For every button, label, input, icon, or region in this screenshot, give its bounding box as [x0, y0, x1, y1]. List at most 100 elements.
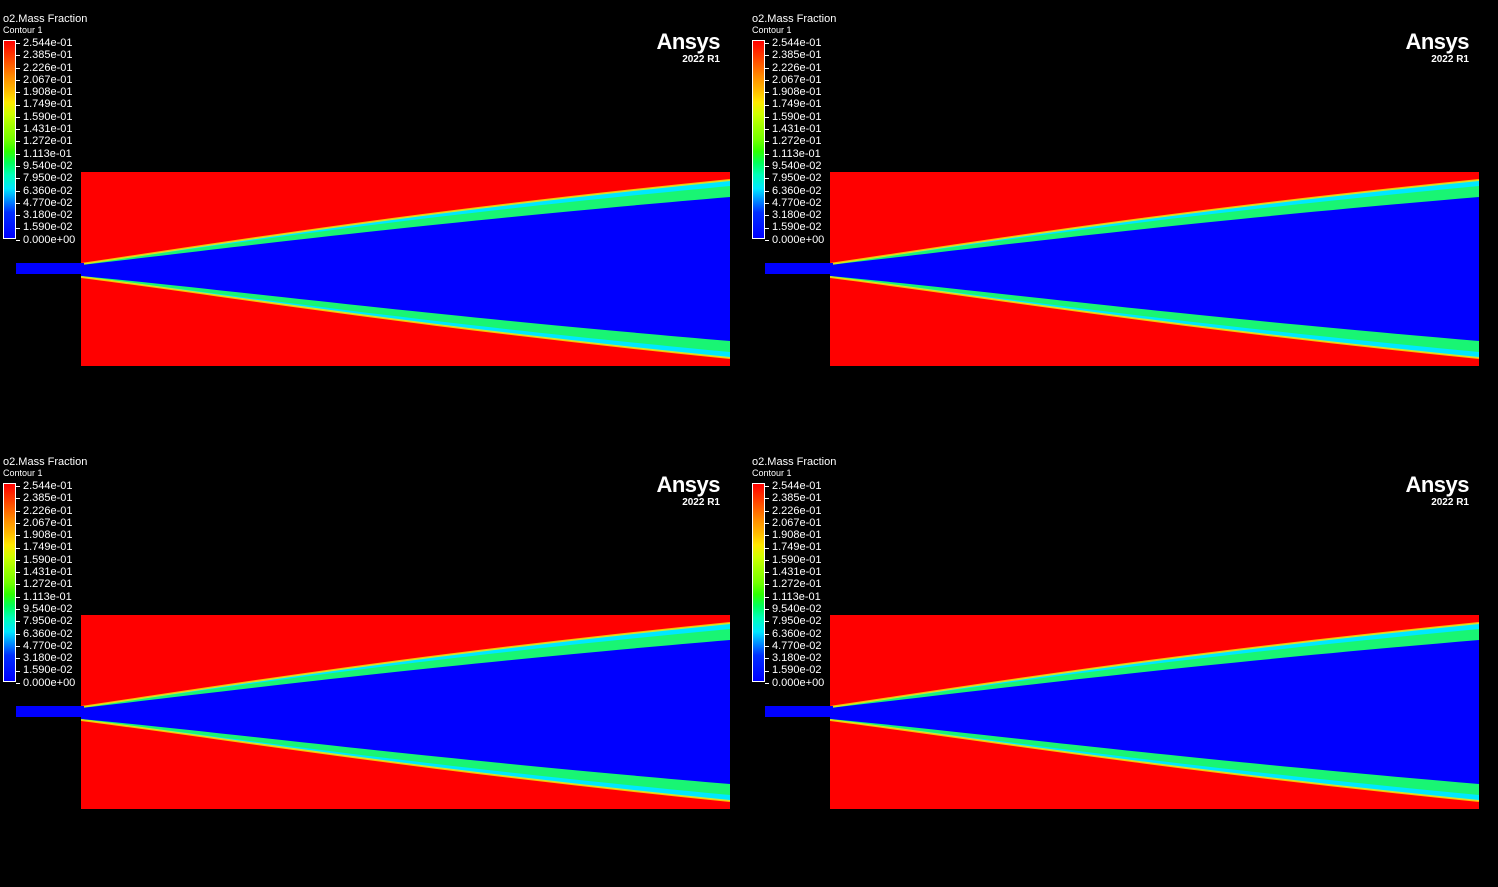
- colorbar-tick: [16, 522, 20, 524]
- jet-core: [81, 640, 730, 784]
- colorbar-tick: [765, 116, 769, 118]
- colorbar-label: 2.067e-01: [772, 516, 822, 529]
- shear-edge-bottom: [81, 719, 730, 802]
- colorbar-tick: [16, 166, 20, 167]
- colorbar-tick: [16, 498, 20, 500]
- jet-inlet: [765, 263, 833, 274]
- colorbar-tick: [16, 79, 20, 81]
- colorbar-tick: [765, 522, 769, 524]
- contour-subtitle: Contour 1: [3, 468, 43, 478]
- colorbar-tick: [16, 215, 20, 217]
- colorbar-label: 3.180e-02: [23, 209, 73, 222]
- colorbar-tick: [765, 239, 769, 241]
- colorbar-tick: [765, 67, 769, 69]
- colorbar-tick: [16, 178, 20, 180]
- colorbar-tick: [16, 535, 20, 537]
- colorbar-label: 1.590e-02: [772, 221, 822, 234]
- colorbar-ticks: [765, 483, 769, 684]
- colorbar-tick: [16, 621, 20, 623]
- colorbar-label: 1.590e-01: [23, 110, 73, 123]
- colorbar-tick: [765, 166, 769, 167]
- colorbar-label: 7.950e-02: [772, 615, 822, 628]
- colorbar-label: 1.749e-01: [23, 541, 73, 554]
- colorbar-label: 9.540e-02: [23, 602, 73, 615]
- colorbar-tick: [765, 670, 769, 672]
- contour-panel-4: o2.Mass Fraction Contour 1 2.544e-01 2.38…: [749, 443, 1498, 886]
- colorbar-label: 2.226e-01: [23, 61, 73, 74]
- logo-name: Ansys: [1405, 29, 1469, 54]
- colorbar-label: 2.385e-01: [23, 49, 73, 62]
- colorbar-tick: [16, 202, 20, 204]
- colorbar-tick: [765, 658, 769, 660]
- colorbar-tick: [765, 190, 769, 192]
- colorbar-label: 2.385e-01: [23, 492, 73, 505]
- colorbar-label: 7.950e-02: [23, 615, 73, 628]
- colorbar-label: 2.226e-01: [23, 504, 73, 517]
- colorbar-tick: [765, 202, 769, 204]
- colorbar-tick: [765, 43, 769, 44]
- colorbar-label: 0.000e+00: [23, 233, 76, 246]
- colorbar-label: 1.908e-01: [772, 529, 822, 542]
- colorbar-tick: [765, 498, 769, 500]
- logo-name: Ansys: [656, 29, 720, 54]
- colorbar-label: 1.431e-01: [772, 123, 822, 136]
- colorbar-label: 1.908e-01: [23, 86, 73, 99]
- colorbar-tick: [765, 621, 769, 623]
- colorbar-label: 1.590e-02: [772, 664, 822, 677]
- colorbar-label: 7.950e-02: [772, 172, 822, 185]
- logo-name: Ansys: [1405, 472, 1469, 497]
- colorbar-labels: 2.544e-01 2.385e-01 2.226e-01 2.067e-01 1.90…: [23, 480, 75, 689]
- colorbar-label: 6.360e-02: [772, 627, 822, 640]
- colorbar-label: 1.590e-01: [772, 110, 822, 123]
- jet-inlet: [16, 706, 84, 717]
- colorbar-label: 1.272e-01: [772, 578, 822, 591]
- colorbar-label: 3.180e-02: [772, 209, 822, 222]
- contour-field: [830, 615, 1479, 809]
- ansys-logo: Ansys 2022 R1: [1399, 472, 1469, 509]
- colorbar-tick: [765, 633, 769, 635]
- colorbar-tick: [16, 43, 20, 44]
- colorbar-tick: [16, 572, 20, 574]
- jet-core: [830, 197, 1479, 341]
- contour-subtitle: Contour 1: [752, 468, 792, 478]
- colorbar-label: 2.226e-01: [772, 504, 822, 517]
- colorbar-tick: [16, 682, 20, 684]
- contour-title: o2.Mass Fraction: [752, 13, 837, 25]
- colorbar-ticks: [765, 40, 769, 241]
- jet-core: [81, 197, 730, 341]
- colorbar-label: 1.749e-01: [772, 98, 822, 111]
- colorbar-tick: [765, 572, 769, 574]
- colorbar-tick: [765, 559, 769, 561]
- colorbar-label: 2.226e-01: [772, 61, 822, 74]
- colorbar-tick: [765, 79, 769, 81]
- logo-version: 2022 R1: [682, 497, 720, 508]
- shear-edge-top: [830, 622, 1479, 708]
- colorbar-tick: [765, 535, 769, 537]
- contour-title: o2.Mass Fraction: [3, 13, 88, 25]
- colorbar-label: 3.180e-02: [23, 652, 73, 665]
- colorbar-tick: [16, 670, 20, 672]
- colorbar-ticks: [16, 40, 20, 241]
- colorbar-label: 1.431e-01: [23, 566, 73, 579]
- colorbar-tick: [765, 645, 769, 647]
- contour-panel-3: o2.Mass Fraction Contour 1 2.544e-01 2.38…: [0, 443, 749, 886]
- colorbar-label: 2.544e-01: [23, 37, 73, 49]
- colorbar-tick: [16, 55, 20, 57]
- colorbar-tick: [16, 584, 20, 586]
- shear-edge-bottom: [81, 276, 730, 359]
- colorbar-tick: [16, 596, 20, 598]
- colorbar-label: 6.360e-02: [23, 184, 73, 197]
- colorbar-tick: [765, 141, 769, 143]
- shear-edge-top: [81, 622, 730, 708]
- contour-panel-2: o2.Mass Fraction Contour 1 2.544e-01 2.38…: [749, 0, 1498, 443]
- colorbar-label: 1.590e-01: [772, 553, 822, 566]
- ansys-logo: Ansys 2022 R1: [1399, 29, 1469, 66]
- logo-version: 2022 R1: [1431, 497, 1469, 508]
- colorbar-label: 0.000e+00: [772, 676, 825, 689]
- colorbar-label: 4.770e-02: [23, 196, 73, 209]
- colorbar-tick: [765, 227, 769, 229]
- colorbar-labels: 2.544e-01 2.385e-01 2.226e-01 2.067e-01 1.90…: [772, 480, 824, 689]
- colorbar-tick: [16, 129, 20, 131]
- colorbar-label: 1.113e-01: [23, 590, 72, 603]
- colorbar-label: 4.770e-02: [772, 196, 822, 209]
